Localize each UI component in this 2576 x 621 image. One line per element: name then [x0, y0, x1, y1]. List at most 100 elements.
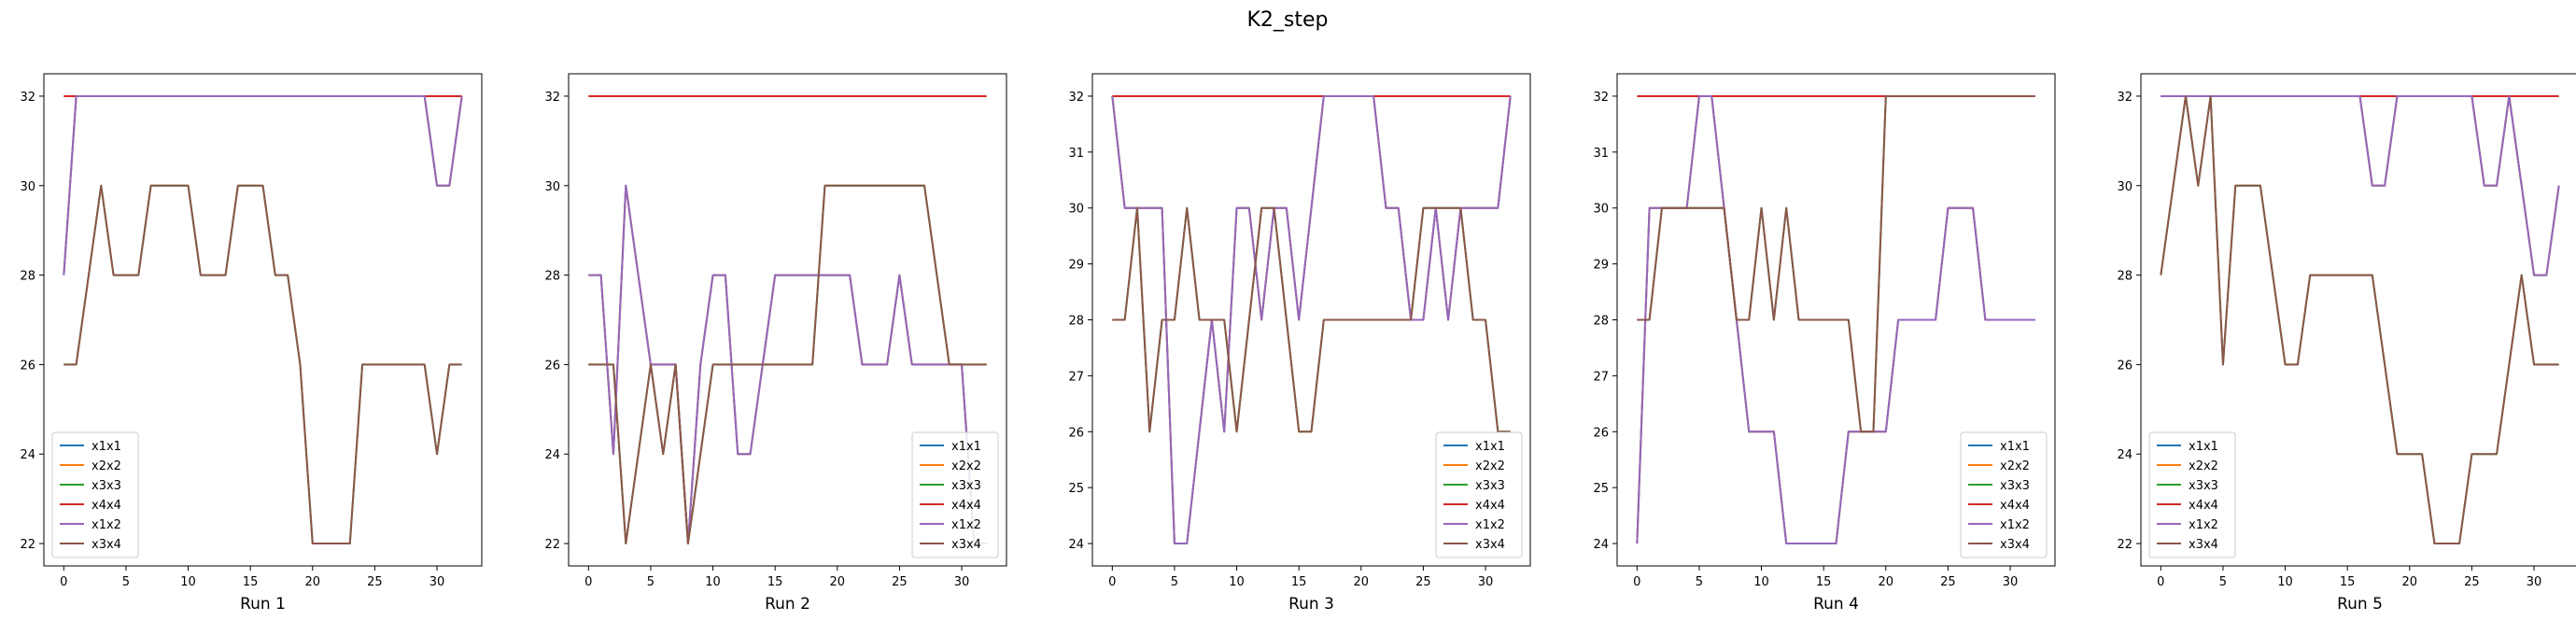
y-tick-label: 30 — [1068, 203, 1084, 217]
x-tick-label: 25 — [1940, 575, 1956, 589]
axes-frame — [568, 73, 1007, 567]
x-tick-label: 30 — [2527, 575, 2542, 589]
x-tick-label: 10 — [1753, 575, 1769, 589]
x-tick-label: 0 — [1108, 575, 1116, 589]
y-tick-label: 27 — [1593, 370, 1609, 384]
legend-label: x2x2 — [951, 459, 981, 473]
legend: x1x1 x2x2 x3x3 x4x4 x1x2 x3x4 — [1435, 431, 1523, 558]
legend-label: x2x2 — [91, 459, 121, 473]
y-tick-label: 24 — [2117, 448, 2133, 462]
legend-label: x1x2 — [91, 518, 121, 532]
y-tick-label: 25 — [1593, 482, 1609, 496]
legend-label: x1x2 — [2189, 518, 2218, 532]
y-tick-label: 28 — [2117, 270, 2133, 284]
series-line-x1x2 — [588, 184, 987, 545]
y-tick-label: 22 — [544, 538, 560, 552]
legend: x1x1 x2x2 x3x3 x4x4 x1x2 x3x4 — [1960, 431, 2048, 558]
series-line-x3x4 — [1112, 206, 1511, 433]
y-tick-label: 28 — [1593, 315, 1609, 329]
series-line-x3x4 — [2160, 94, 2559, 545]
x-tick-label: 15 — [243, 575, 259, 589]
y-tick-label: 22 — [2117, 538, 2133, 552]
legend-label: x3x3 — [1475, 479, 1505, 493]
y-tick-label: 29 — [1593, 259, 1609, 273]
series-line-x3x4 — [1637, 94, 2035, 433]
x-tick-label: 0 — [584, 575, 592, 589]
legend-label: x3x3 — [951, 479, 981, 493]
legend-label: x4x4 — [951, 499, 981, 513]
y-tick-label: 27 — [1068, 370, 1084, 384]
y-tick-label: 30 — [1593, 203, 1609, 217]
series-line-x3x4 — [63, 184, 462, 545]
y-tick-label: 32 — [20, 91, 35, 105]
x-tick-label: 30 — [954, 575, 970, 589]
x-tick-label: 25 — [892, 575, 908, 589]
series-line-x3x3 — [1637, 94, 2035, 433]
x-tick-label: 10 — [180, 575, 196, 589]
x-tick-label: 5 — [122, 575, 130, 589]
series-line-x1x2 — [1636, 94, 2035, 545]
legend-label: x1x1 — [2189, 440, 2218, 454]
legend-label: x3x4 — [2189, 538, 2218, 552]
legend-label: x1x2 — [2000, 518, 2030, 532]
legend-label: x4x4 — [2189, 499, 2218, 513]
legend: x1x1 x2x2 x3x3 x4x4 x1x2 x3x4 — [51, 431, 139, 558]
legend-label: x1x1 — [1475, 440, 1505, 454]
legend-label: x4x4 — [2000, 499, 2030, 513]
legend-label: x1x2 — [951, 518, 981, 532]
x-tick-label: 30 — [429, 575, 445, 589]
x-axis-label: Run 1 — [240, 595, 286, 614]
legend-label: x1x2 — [1475, 518, 1505, 532]
legend-label: x2x2 — [1475, 459, 1505, 473]
legend-label: x1x1 — [951, 440, 981, 454]
x-tick-label: 0 — [1633, 575, 1640, 589]
figure-title: K2_step — [1246, 8, 1328, 32]
y-tick-label: 26 — [2117, 359, 2133, 373]
y-tick-label: 26 — [544, 359, 560, 373]
legend-box — [51, 431, 139, 558]
x-tick-label: 20 — [305, 575, 321, 589]
y-tick-label: 22 — [20, 538, 35, 552]
subplot-run-5: 0 5 10 15 20 25 30 22 24 26 28 30 32 Run 5 x1x1 x2x2 x3x… — [2117, 73, 2576, 614]
x-tick-label: 0 — [2157, 575, 2164, 589]
y-tick-label: 30 — [2117, 180, 2133, 194]
x-tick-label: 15 — [767, 575, 783, 589]
y-tick-label: 32 — [544, 91, 560, 105]
legend-box — [1960, 431, 2048, 558]
x-tick-label: 5 — [1696, 575, 1703, 589]
x-axis-label: Run 2 — [765, 595, 810, 614]
y-tick-label: 31 — [1068, 147, 1084, 161]
y-tick-label: 24 — [1593, 538, 1609, 552]
x-tick-label: 30 — [2003, 575, 2019, 589]
x-tick-label: 10 — [705, 575, 721, 589]
legend-label: x1x1 — [91, 440, 121, 454]
x-tick-label: 20 — [830, 575, 846, 589]
y-tick-label: 24 — [544, 448, 560, 462]
x-tick-label: 25 — [2464, 575, 2480, 589]
legend-label: x3x3 — [2000, 479, 2030, 493]
x-axis-label: Run 3 — [1288, 595, 1334, 614]
series-line-x1x2 — [63, 94, 463, 275]
x-tick-label: 0 — [60, 575, 67, 589]
x-tick-label: 10 — [2277, 575, 2293, 589]
series-line-x1x2 — [1111, 94, 1512, 545]
y-tick-label: 24 — [1068, 538, 1084, 552]
subplot-run-1: 0 5 10 15 20 25 30 22 24 26 28 30 32 Run 1 x1x1 x2x2 x3x… — [20, 73, 483, 614]
legend-box — [1435, 431, 1523, 558]
subplots-container: 0 5 10 15 20 25 30 22 24 26 28 30 32 Run 1 x1x1 x2x2 x3x… — [20, 73, 2576, 614]
x-tick-label: 25 — [1415, 575, 1431, 589]
legend-label: x3x4 — [1475, 538, 1505, 552]
legend: x1x1 x2x2 x3x3 x4x4 x1x2 x3x4 — [911, 431, 999, 558]
x-tick-label: 5 — [1171, 575, 1178, 589]
x-tick-label: 25 — [367, 575, 383, 589]
y-tick-label: 30 — [544, 180, 560, 194]
legend-label: x3x4 — [951, 538, 981, 552]
x-tick-label: 20 — [1354, 575, 1370, 589]
x-tick-label: 20 — [2402, 575, 2418, 589]
y-tick-label: 28 — [20, 270, 35, 284]
legend-box — [911, 431, 999, 558]
legend-label: x4x4 — [91, 499, 121, 513]
